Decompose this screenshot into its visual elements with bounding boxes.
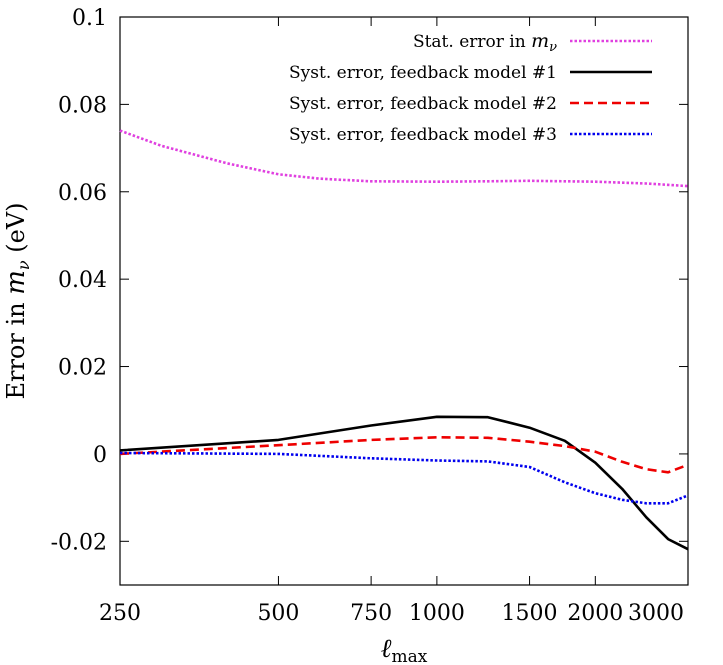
x-tick-label: 1000 (409, 601, 465, 626)
legend-label-4: Syst. error, feedback model #3 (289, 125, 557, 145)
axis-titles: ℓmax Error in mν (eV) (1, 202, 428, 665)
axis-ticks: -0.02 0 0.02 0.04 0.06 0.08 0.1 250 500 750 1000 15… (51, 6, 689, 626)
legend-label-1: Stat. error in mν (413, 30, 557, 55)
series-line-4 (119, 451, 689, 505)
x-tick-label: 3000 (628, 601, 684, 626)
x-tick-label: 2000 (567, 601, 623, 626)
plot-border (119, 16, 689, 586)
legend-label-2: Syst. error, feedback model #1 (289, 63, 557, 83)
x-axis-title: ℓmax (381, 634, 428, 665)
legend: Stat. error in mν Syst. error, feedback m… (289, 30, 652, 145)
x-tick-label: 1500 (502, 601, 558, 626)
y-tick-label: -0.02 (51, 530, 107, 555)
x-tick-label: 250 (99, 601, 141, 626)
y-tick-label: 0 (93, 443, 107, 468)
y-axis-title: Error in mν (eV) (1, 202, 33, 399)
legend-label-3: Syst. error, feedback model #2 (289, 94, 557, 114)
series-line-1 (119, 129, 689, 188)
y-tick-label: 0.04 (58, 268, 107, 293)
series-line-3 (119, 435, 689, 474)
x-tick-label: 500 (257, 601, 299, 626)
y-tick-label: 0.08 (58, 93, 107, 118)
x-tick-label: 750 (350, 601, 392, 626)
series-line-2 (119, 415, 689, 551)
y-tick-label: 0.06 (58, 181, 107, 206)
y-tick-label: 0.1 (72, 6, 107, 31)
y-tick-label: 0.02 (58, 356, 107, 381)
plot-frame (119, 16, 689, 586)
series-lines (119, 129, 689, 551)
